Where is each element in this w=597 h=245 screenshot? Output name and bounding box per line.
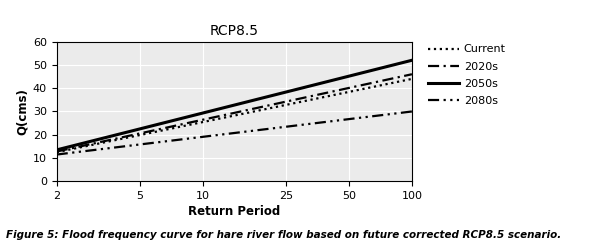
2020s [147, 129, 155, 132]
X-axis label: Return Period: Return Period [188, 205, 281, 218]
Current [67, 148, 75, 151]
Current [147, 131, 155, 134]
2080s [75, 150, 82, 153]
2080s [390, 112, 398, 115]
Current [378, 84, 385, 87]
2050s [408, 59, 416, 62]
2050s [67, 145, 75, 148]
2020s [378, 79, 385, 82]
2080s [53, 153, 60, 156]
2020s [53, 150, 60, 153]
2020s [67, 147, 75, 150]
Current [75, 146, 82, 149]
2020s [390, 77, 398, 80]
Line: 2020s: 2020s [57, 74, 412, 151]
2050s [390, 63, 398, 66]
2080s [67, 151, 75, 154]
Title: RCP8.5: RCP8.5 [210, 24, 259, 38]
2050s [378, 66, 385, 69]
Current [408, 77, 416, 80]
2080s [378, 114, 385, 117]
2020s [75, 145, 82, 148]
Line: Current: Current [57, 79, 412, 152]
Current [119, 137, 127, 140]
Text: Figure 5: Flood frequency curve for hare river flow based on future corrected RC: Figure 5: Flood frequency curve for hare… [6, 230, 561, 240]
2020s [119, 136, 127, 139]
Current [53, 151, 60, 154]
2050s [53, 148, 60, 151]
2050s [119, 132, 127, 135]
2080s [147, 142, 155, 145]
2020s [408, 73, 416, 76]
2080s [119, 145, 127, 148]
Legend: Current, 2020s, 2050s, 2080s: Current, 2020s, 2050s, 2080s [428, 44, 506, 106]
Current [390, 81, 398, 84]
Y-axis label: Q(cms): Q(cms) [16, 88, 29, 135]
2050s [75, 143, 82, 146]
Line: 2080s: 2080s [57, 111, 412, 155]
2050s [147, 124, 155, 127]
Line: 2050s: 2050s [57, 60, 412, 150]
2080s [408, 110, 416, 113]
